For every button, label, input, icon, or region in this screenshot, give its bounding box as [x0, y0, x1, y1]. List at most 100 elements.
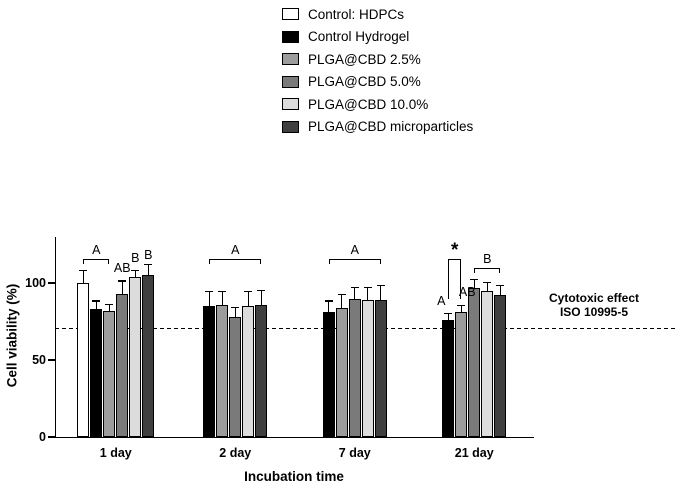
- bar: [90, 309, 103, 437]
- error-bar-cap: [324, 300, 333, 302]
- bar: [481, 290, 494, 437]
- x-axis-title: Incubation time: [244, 469, 344, 484]
- error-bar-cap: [92, 300, 101, 302]
- error-bar: [447, 313, 449, 321]
- bar: [322, 312, 335, 437]
- legend-swatch: [282, 8, 299, 21]
- legend-label: PLGA@CBD 5.0%: [308, 74, 421, 90]
- y-axis-tick: [48, 436, 56, 438]
- legend-item: PLGA@CBD 10.0%: [282, 93, 473, 116]
- error-bar-cap: [144, 263, 153, 265]
- error-bar: [108, 304, 110, 311]
- significance-label: B: [483, 251, 492, 266]
- y-axis-tick-label: 0: [39, 430, 46, 444]
- bar: [255, 304, 268, 437]
- legend-item: Control: HDPCs: [282, 3, 473, 26]
- legend-swatch: [282, 75, 299, 88]
- significance-bracket: [474, 267, 501, 273]
- error-bar-cap: [470, 278, 479, 281]
- error-bar: [121, 281, 123, 294]
- error-bar-cap: [363, 286, 372, 288]
- legend-label: Control: HDPCs: [308, 6, 405, 22]
- significance-label: A: [437, 293, 446, 308]
- legend-label: PLGA@CBD 10.0%: [308, 96, 429, 112]
- legend-swatch: [282, 98, 299, 111]
- error-bar: [82, 270, 84, 284]
- bar: [203, 306, 216, 437]
- bar: [468, 287, 481, 437]
- error-bar: [221, 292, 223, 305]
- significance-bracket: [328, 258, 381, 264]
- legend-label: Control Hydrogel: [308, 29, 410, 45]
- error-bar: [499, 286, 501, 296]
- error-bar: [247, 292, 249, 307]
- error-bar-cap: [483, 281, 492, 284]
- significance-label: A: [350, 242, 359, 257]
- error-bar-cap: [118, 280, 127, 282]
- bar: [442, 320, 455, 437]
- legend-swatch: [282, 120, 299, 133]
- error-bar-cap: [337, 294, 346, 296]
- error-bar: [328, 301, 330, 313]
- cytotoxic-threshold-label: Cytotoxic effect ISO 10995-5: [536, 291, 652, 319]
- error-bar: [147, 264, 149, 276]
- bar: [455, 312, 468, 437]
- bar: [129, 277, 142, 437]
- error-bar-cap: [105, 303, 114, 305]
- bar: [116, 293, 129, 437]
- legend-label: PLGA@CBD 2.5%: [308, 51, 421, 67]
- legend-item: PLGA@CBD microparticles: [282, 116, 473, 139]
- error-bar-cap: [350, 286, 359, 288]
- legend: Control: HDPCs Control Hydrogel PLGA@CBD 2…: [282, 3, 473, 138]
- bar: [242, 306, 255, 437]
- error-bar-cap: [131, 269, 140, 271]
- error-bar: [486, 283, 488, 291]
- cytotoxic-threshold-label-line2: ISO 10995-5: [559, 305, 629, 319]
- significance-bracket: [448, 258, 462, 299]
- bar: [103, 310, 116, 437]
- significance-label: B: [144, 247, 153, 262]
- error-bar: [95, 301, 97, 310]
- significance-label: AB: [113, 261, 131, 276]
- bar: [77, 283, 90, 437]
- y-axis-tick-label: 100: [25, 276, 46, 291]
- significance-label: B: [131, 250, 140, 265]
- significance-label: *: [451, 239, 459, 261]
- error-bar: [234, 307, 236, 317]
- error-bar: [341, 295, 343, 308]
- legend-item: PLGA@CBD 5.0%: [282, 71, 473, 94]
- bar: [494, 295, 507, 437]
- bar: [361, 300, 374, 437]
- y-axis-tick: [48, 282, 56, 284]
- plot-area: 0 50 100 1 day 2 day 7 day 21 day A AB B B A A * A AB B: [25, 237, 675, 460]
- cytotoxic-threshold-label-line1: Cytotoxic effect: [548, 291, 640, 305]
- bar: [335, 307, 348, 437]
- error-bar: [354, 287, 356, 299]
- legend-swatch: [282, 53, 299, 66]
- significance-label: AB: [458, 284, 476, 299]
- error-bar-cap: [205, 291, 214, 293]
- error-bar: [380, 286, 382, 301]
- legend-label: PLGA@CBD microparticles: [308, 119, 474, 135]
- error-bar: [473, 280, 475, 288]
- legend-item: PLGA@CBD 2.5%: [282, 48, 473, 71]
- error-bar-cap: [79, 269, 88, 271]
- error-bar-cap: [244, 291, 253, 293]
- bar: [348, 298, 361, 437]
- x-axis-category-label: 21 day: [454, 446, 494, 460]
- x-axis-category-label: 1 day: [99, 446, 132, 460]
- error-bar-cap: [457, 305, 466, 307]
- significance-label: A: [92, 242, 101, 257]
- error-bar: [460, 306, 462, 313]
- error-bar-cap: [444, 312, 453, 314]
- significance-label: A: [231, 242, 240, 257]
- bar: [374, 300, 387, 437]
- x-axis-category-label: 7 day: [338, 446, 371, 460]
- error-bar-cap: [231, 306, 240, 308]
- y-axis-tick: [48, 359, 56, 361]
- x-axis-category-label: 2 day: [219, 446, 252, 460]
- bar: [229, 317, 242, 437]
- legend-item: Control Hydrogel: [282, 26, 473, 49]
- error-bar-cap: [218, 291, 227, 293]
